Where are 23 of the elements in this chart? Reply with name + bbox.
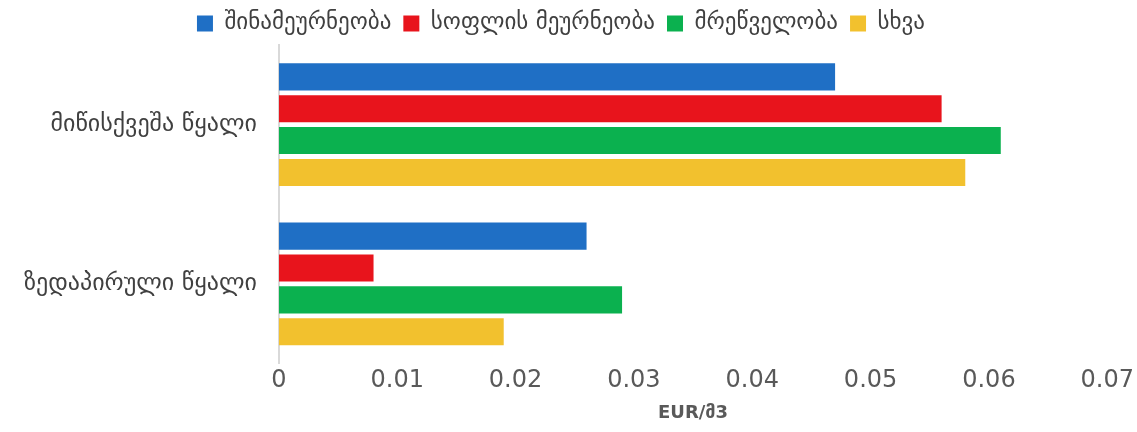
x-tick-label: 0.02 <box>488 365 543 394</box>
bar <box>278 95 942 123</box>
bar <box>278 158 966 186</box>
x-tick-label: 0 <box>271 365 287 394</box>
legend-label: სოფლის მეურნეობა <box>430 8 656 36</box>
x-tick-label: 0.07 <box>1080 365 1134 394</box>
x-tick-label: 0.03 <box>607 365 661 394</box>
y-tick-label: მიწისქვეშა წყალი <box>50 108 257 137</box>
legend-label: შინამეურნეობა <box>224 8 392 36</box>
x-tick-label: 0.05 <box>843 365 898 394</box>
x-tick-label: 0.04 <box>725 365 779 394</box>
y-tick-label: ზედაპირული წყალი <box>23 268 257 297</box>
bar <box>278 286 623 314</box>
legend-label: სხვა <box>877 8 926 36</box>
legend-label: მრეწველობა <box>694 8 839 36</box>
bar <box>278 222 587 250</box>
x-tick-label: 0.01 <box>370 365 424 394</box>
x-tick-label: 0.06 <box>962 365 1016 394</box>
bar <box>278 318 504 346</box>
x-axis-title: EUR/მ3 <box>658 400 729 422</box>
bar <box>278 127 1001 155</box>
bar <box>278 63 836 91</box>
bar <box>278 254 374 282</box>
